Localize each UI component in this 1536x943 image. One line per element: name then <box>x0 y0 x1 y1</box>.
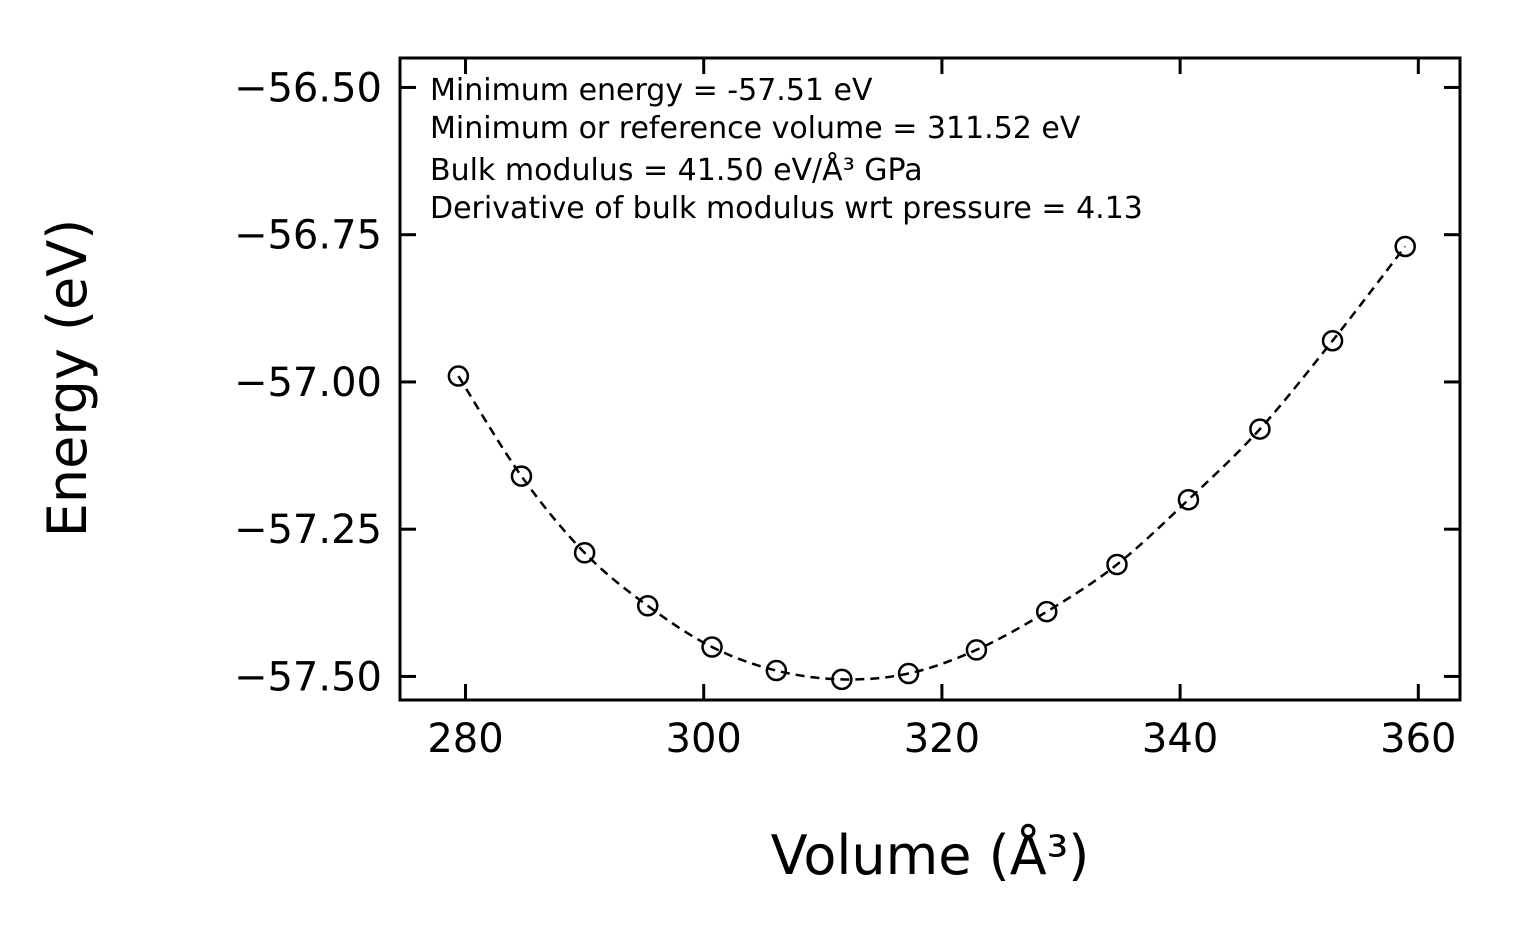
y-tick-label: −57.50 <box>234 654 382 700</box>
x-tick-label: 360 <box>1380 716 1456 762</box>
data-point-marker <box>510 465 533 487</box>
data-point-marker <box>897 662 920 685</box>
y-axis-label: Energy (eV) <box>36 219 99 538</box>
annotation-minimum-volume: Minimum or reference volume = 311.52 eV <box>430 111 1081 146</box>
data-point-marker <box>765 659 788 682</box>
plot-area: 280 300 320 340 360 −56.50 −56.75 −57.00 −57.25 −… <box>234 56 1462 762</box>
plot-frame <box>398 56 1462 702</box>
x-tick-label: 300 <box>666 716 742 762</box>
data-point-marker <box>1035 600 1058 623</box>
fit-results-annotation: Minimum energy = -57.51 eV Minimum or re… <box>430 73 1143 226</box>
data-point-marker <box>701 636 723 658</box>
y-tick-label: −56.50 <box>234 65 382 111</box>
y-tick-label: −56.75 <box>234 213 382 259</box>
data-point-marker <box>965 639 988 661</box>
eos-fit-curve <box>457 245 1407 681</box>
x-axis-label: Volume (Å³) <box>771 823 1090 887</box>
data-point-marker <box>636 595 659 617</box>
data-point-marker <box>1321 329 1344 352</box>
y-tick-label: −57.00 <box>234 360 382 406</box>
annotation-bulk-modulus: Bulk modulus = 41.50 eV/Å³ GPa <box>430 152 923 188</box>
data-point-marker <box>447 365 470 387</box>
data-point-marker <box>1177 488 1200 511</box>
data-point-marker <box>573 542 596 564</box>
data-point-marker <box>1249 418 1271 440</box>
data-point-marker <box>1106 553 1128 576</box>
data-point-marker <box>1394 235 1416 258</box>
y-tick-label: −57.25 <box>234 507 382 553</box>
data-point-marker <box>831 668 853 691</box>
x-tick-label: 340 <box>1142 716 1218 762</box>
annotation-minimum-energy: Minimum energy = -57.51 eV <box>430 73 873 108</box>
annotation-bulk-modulus-derivative: Derivative of bulk modulus wrt pressure … <box>430 191 1143 226</box>
x-tick-label: 320 <box>904 716 980 762</box>
x-tick-label: 280 <box>427 716 503 762</box>
